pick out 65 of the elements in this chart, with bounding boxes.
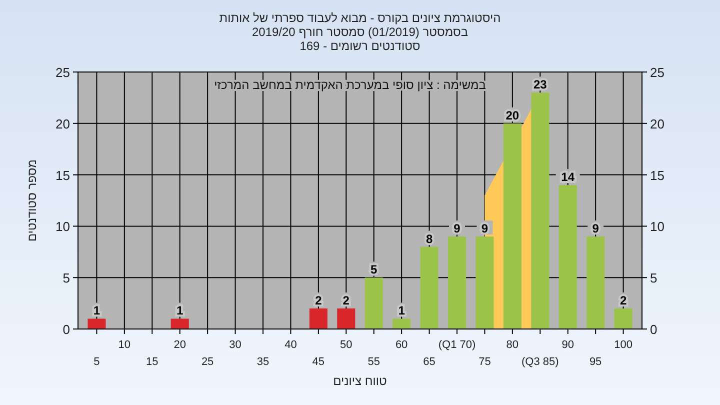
- y2-tick-label: 25: [650, 65, 664, 80]
- y-axis-title: מספר סטודנטים: [25, 159, 39, 242]
- x-tick-label: 95: [589, 356, 602, 368]
- x-axis-title: טווח ציונים: [333, 374, 388, 388]
- y-tick-label: 20: [56, 116, 70, 132]
- y2-tick-label: 5: [650, 270, 658, 286]
- x-tick-label: 40: [284, 339, 297, 351]
- x-tick-label: 80: [506, 339, 519, 351]
- bar: [531, 92, 550, 329]
- bar: [503, 123, 522, 329]
- bar: [337, 308, 356, 329]
- y-tick-label: 0: [62, 322, 70, 337]
- x-tick-label: 65: [423, 356, 436, 368]
- bar: [364, 278, 383, 329]
- bar: [476, 236, 494, 329]
- data-label: 2: [342, 293, 350, 308]
- data-label: 9: [454, 221, 461, 236]
- bar: [309, 308, 328, 329]
- x-tick-label: 60: [395, 339, 408, 351]
- data-label: 23: [533, 78, 548, 92]
- y-tick-label: 5: [62, 270, 70, 286]
- y2-tick-label: 20: [650, 116, 664, 132]
- bar: [420, 246, 438, 329]
- x-tick-label: 50: [340, 339, 352, 351]
- x-tick-label: 25: [201, 356, 214, 368]
- y-tick-label: 25: [56, 65, 70, 80]
- data-label: 9: [592, 221, 600, 236]
- x-tick-label: 100: [614, 339, 632, 351]
- data-label: 2: [620, 293, 627, 308]
- text: סטודנטים רשומים - 169: [300, 39, 420, 53]
- data-label: 2: [315, 293, 322, 308]
- x-tick-label: 35: [256, 356, 270, 368]
- x-tick-label: 5: [94, 356, 100, 368]
- y-tick-label: 15: [56, 168, 70, 183]
- data-label: 9: [481, 221, 488, 236]
- data-label: 1: [176, 304, 184, 318]
- bar: [170, 318, 189, 329]
- data-label: 1: [93, 304, 100, 318]
- data-label: 20: [506, 108, 520, 122]
- x-tick-label: 20: [174, 339, 186, 351]
- data-label: 8: [426, 232, 433, 246]
- y2-tick-label: 15: [650, 168, 664, 183]
- y2-tick-label: 0: [650, 322, 658, 337]
- data-label: 14: [561, 170, 575, 184]
- x-tick-label: 75: [478, 356, 491, 368]
- chart-subtitle: בסמסטר (01/2019) סמסטר חורף 2019/20: [252, 25, 468, 39]
- x-tick-label: 90: [562, 339, 574, 351]
- x-tick-label: 55: [368, 356, 380, 368]
- bar: [392, 318, 411, 329]
- bar: [614, 308, 632, 329]
- x-tick-label: (Q3 85): [522, 356, 559, 368]
- x-tick-label: 45: [312, 356, 325, 368]
- bar: [88, 318, 106, 329]
- y2-tick-label: 10: [650, 219, 664, 234]
- bar: [448, 236, 466, 329]
- chart-title: היסטוגרמת ציונים בקורס - מבוא לעבוד ספרתי של אותות: [219, 11, 501, 25]
- bar: [586, 236, 605, 329]
- x-tick-label: (Q1 70): [438, 339, 476, 351]
- x-tick-label: 30: [229, 339, 242, 351]
- data-label: 1: [398, 304, 406, 318]
- x-tick-label: 15: [146, 356, 158, 368]
- bar: [558, 185, 577, 329]
- x-tick-label: 10: [118, 339, 131, 351]
- data-label: 5: [370, 262, 378, 277]
- y-tick-label: 10: [56, 219, 70, 234]
